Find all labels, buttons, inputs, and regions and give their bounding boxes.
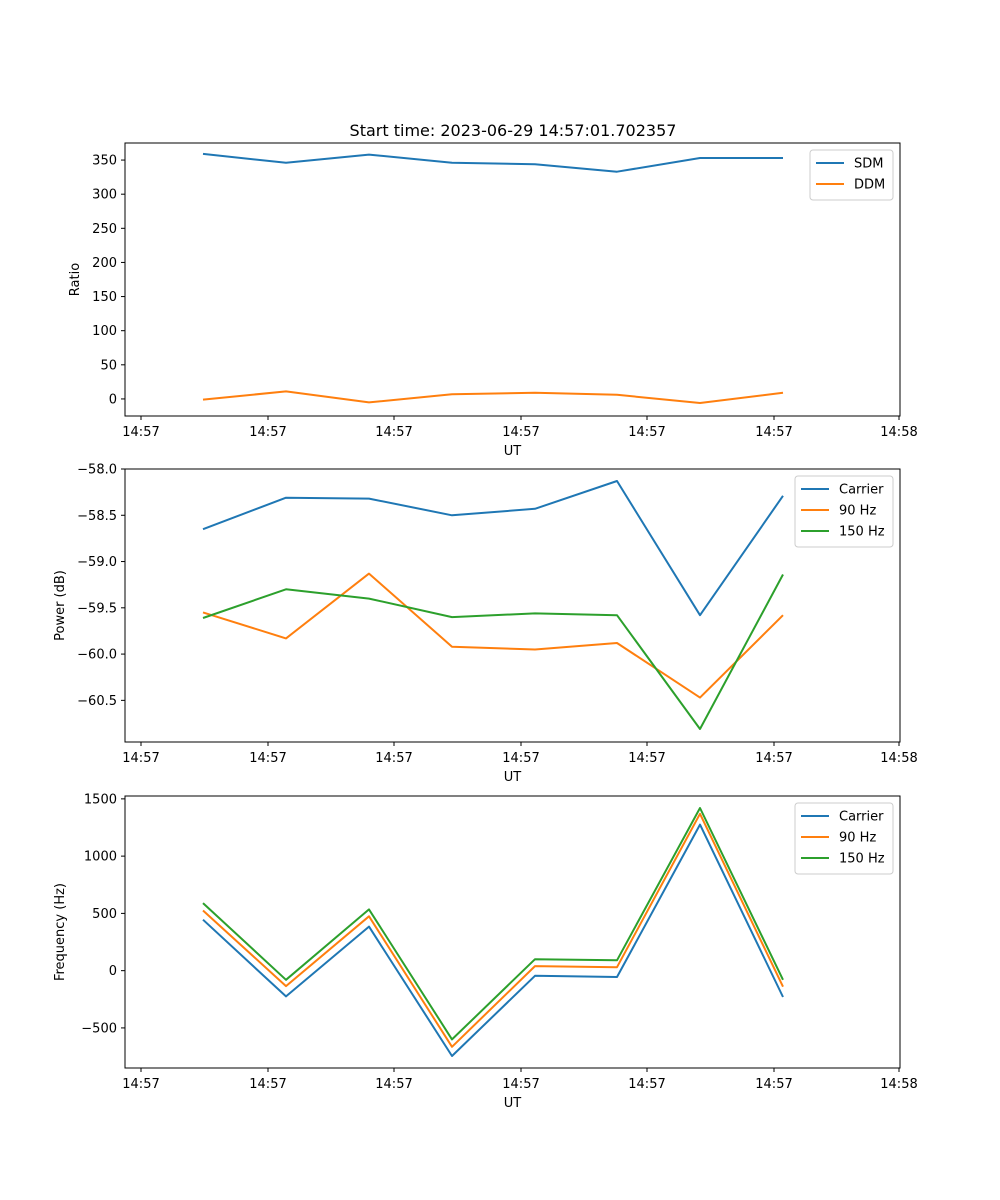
legend-label: Carrier [839,483,884,498]
y-axis-label: Frequency (Hz) [53,883,68,981]
x-tick-label: 14:57 [249,425,286,440]
axes-frame [124,468,901,743]
y-tick-label: −60.0 [77,648,117,663]
legend [794,475,894,548]
x-tick-label: 14:57 [755,1077,792,1092]
y-tick-label: 200 [92,256,117,271]
legend-label: 90 Hz [839,831,876,846]
x-tick-label: 14:57 [375,425,412,440]
y-tick-label: 1000 [84,850,117,865]
x-tick-label: 14:57 [375,1077,412,1092]
y-tick-label: 1500 [84,792,117,807]
y-tick-label: 150 [92,290,117,305]
y-tick-label: −58.5 [77,509,117,524]
y-tick-label: 0 [109,392,117,407]
legend-label: 150 Hz [839,852,885,867]
axes-frame [124,142,901,417]
x-tick-label: 14:57 [628,1077,665,1092]
subplot-3: −500 0 500 1000 1500 14:57 14:57 14:57 14:57 14:5… [53,792,918,1111]
series-line-150-hz [202,807,784,1041]
x-tick-label: 14:57 [755,425,792,440]
y-tick-label: −500 [81,1021,117,1036]
x-tick-label: 14:58 [880,751,917,766]
legend-label: Carrier [839,810,884,825]
series-line-90-hz [202,812,784,1048]
y-axis-label: Power (dB) [53,570,68,641]
x-axis-label: UT [504,444,522,459]
figure-title: Start time: 2023-06-29 14:57:01.702357 [350,121,677,140]
x-tick-label: 14:57 [502,1077,539,1092]
x-tick-label: 14:58 [880,1077,917,1092]
x-tick-label: 14:57 [628,425,665,440]
subplot-1: 0 50 100 150 200 250 300 350 14:57 14:57 14:57 14:5… [68,142,918,459]
x-tick-label: 14:57 [755,751,792,766]
y-tick-label: 100 [92,324,117,339]
y-tick-label: 500 [92,907,117,922]
x-tick-label: 14:57 [122,425,159,440]
y-tick-label: 300 [92,188,117,203]
y-tick-label: 250 [92,222,117,237]
x-axis-label: UT [504,770,522,785]
series-line-ddm [202,390,784,404]
y-tick-label: −59.5 [77,601,117,616]
axes-frame [124,795,901,1069]
x-axis-label: UT [504,1096,522,1111]
y-tick-label: −59.0 [77,555,117,570]
x-tick-label: 14:57 [249,751,286,766]
series-line-carrier [202,823,784,1057]
x-tick-label: 14:57 [375,751,412,766]
axes-layer: 0 50 100 150 200 250 300 350 14:57 14:57 14:57 14:5… [53,142,918,1111]
legend-label: SDM [854,157,883,172]
series-line-carrier [202,480,784,617]
series-line-sdm [202,152,783,173]
x-tick-label: 14:57 [628,751,665,766]
series-line-150-hz [202,574,784,730]
x-tick-label: 14:58 [880,425,917,440]
y-tick-label: −58.0 [77,463,117,478]
subplot-2: −58.0 −58.5 −59.0 −59.5 −60.0 −60.5 14:57 14:57… [53,463,918,786]
x-tick-label: 14:57 [122,1077,159,1092]
legend-label: 150 Hz [839,525,885,540]
x-tick-label: 14:57 [249,1077,286,1092]
y-tick-label: −60.5 [77,694,117,709]
y-tick-label: 50 [100,358,117,373]
x-tick-label: 14:57 [502,751,539,766]
y-tick-label: 350 [92,154,117,169]
x-tick-label: 14:57 [502,425,539,440]
y-tick-label: 0 [109,964,117,979]
legend-label: DDM [854,178,885,193]
y-axis-label: Ratio [68,263,83,296]
series-line-90-hz [202,572,784,699]
legend [794,802,894,875]
legend-label: 90 Hz [839,504,876,519]
x-tick-label: 14:57 [122,751,159,766]
